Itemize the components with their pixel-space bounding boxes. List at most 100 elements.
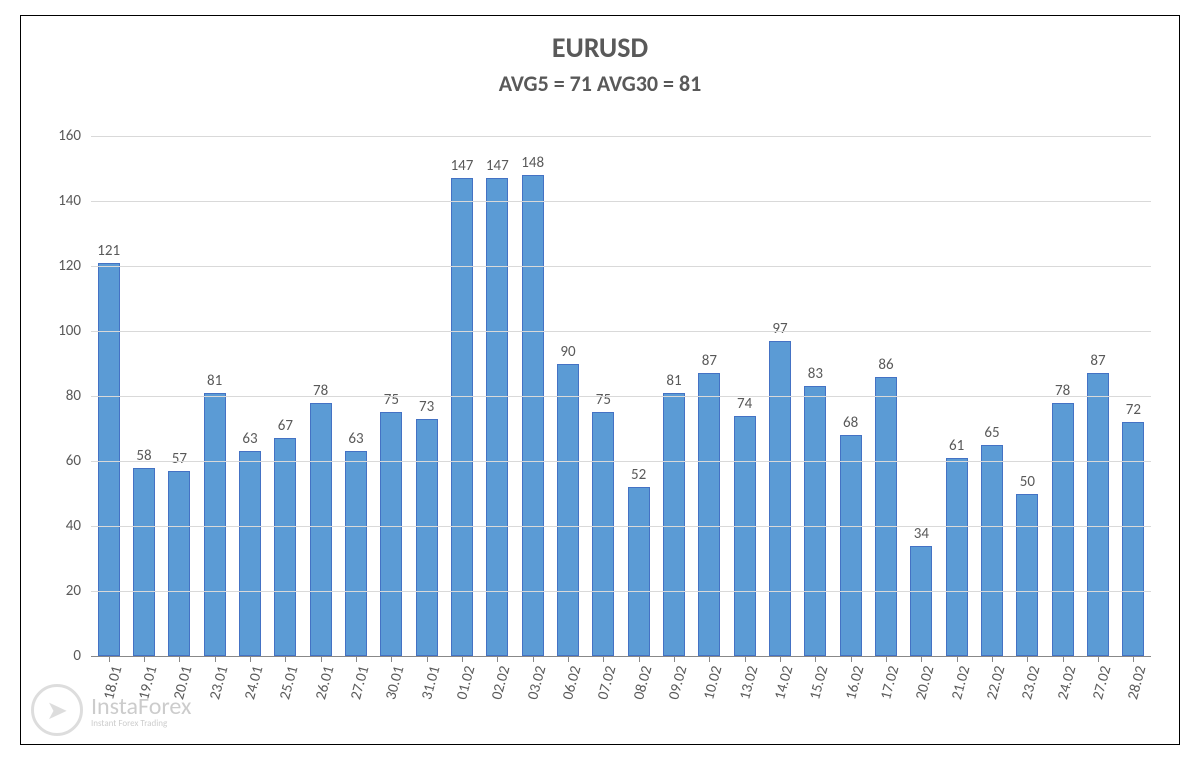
bar: 52	[628, 487, 650, 656]
bar-value-label: 148	[521, 154, 544, 172]
grid-line	[91, 461, 1151, 462]
y-axis-tick: 0	[73, 647, 81, 665]
bar-value-label: 87	[1090, 352, 1105, 370]
x-axis-label: 27.01	[347, 664, 373, 702]
y-axis-tick: 20	[66, 582, 81, 600]
x-tick-mark	[1133, 656, 1134, 662]
grid-line	[91, 331, 1151, 332]
x-axis-label: 23.01	[206, 664, 232, 702]
chart-title: EURUSD	[21, 30, 1179, 65]
x-tick-mark	[321, 656, 322, 662]
x-axis-label: 25.01	[276, 664, 302, 702]
x-tick-mark	[674, 656, 675, 662]
chart-subtitle: AVG5 = 71 AVG30 = 81	[21, 70, 1179, 97]
x-axis-label: 08.02	[630, 664, 656, 702]
x-axis-label: 16.02	[842, 664, 868, 702]
x-axis-label: 24.01	[241, 664, 267, 702]
x-axis-label: 15.02	[806, 664, 832, 702]
x-tick-mark	[603, 656, 604, 662]
grid-line	[91, 591, 1151, 592]
x-axis-label: 06.02	[559, 664, 585, 702]
y-axis-tick: 160	[58, 127, 81, 145]
bar: 72	[1122, 422, 1144, 656]
bar-value-label: 81	[207, 372, 222, 390]
x-axis-label: 31.01	[418, 664, 444, 702]
bar: 58	[133, 468, 155, 657]
bar: 68	[840, 435, 862, 656]
x-axis-label: 01.02	[453, 664, 479, 702]
x-tick-mark	[285, 656, 286, 662]
x-axis-label: 14.02	[771, 664, 797, 702]
bar: 73	[416, 419, 438, 656]
chart-frame: EURUSD AVG5 = 71 AVG30 = 81 121585781636…	[20, 15, 1180, 745]
bar-value-label: 67	[278, 417, 293, 435]
bar-value-label: 74	[737, 395, 752, 413]
x-axis-label: 30.01	[382, 664, 408, 702]
bar-value-label: 65	[984, 424, 999, 442]
x-tick-mark	[533, 656, 534, 662]
bar: 74	[734, 416, 756, 657]
x-tick-mark	[815, 656, 816, 662]
x-axis-label: 13.02	[736, 664, 762, 702]
grid-line	[91, 266, 1151, 267]
bar-value-label: 83	[808, 365, 823, 383]
x-tick-mark	[851, 656, 852, 662]
x-tick-mark	[462, 656, 463, 662]
arrow-icon: ➤	[46, 697, 68, 723]
grid-line	[91, 396, 1151, 397]
x-axis-label: 22.02	[983, 664, 1009, 702]
bar: 86	[875, 377, 897, 657]
y-axis-tick: 40	[66, 517, 81, 535]
x-tick-mark	[144, 656, 145, 662]
bar-value-label: 68	[843, 414, 858, 432]
x-axis-label: 21.02	[948, 664, 974, 702]
bar-value-label: 147	[451, 157, 474, 175]
x-tick-mark	[179, 656, 180, 662]
bar: 50	[1016, 494, 1038, 657]
bar: 63	[239, 451, 261, 656]
grid-line	[91, 201, 1151, 202]
x-axis-label: 03.02	[524, 664, 550, 702]
bar: 78	[310, 403, 332, 657]
bar: 81	[663, 393, 685, 656]
bar-value-label: 75	[596, 391, 611, 409]
x-tick-mark	[709, 656, 710, 662]
bar-value-label: 147	[486, 157, 509, 175]
x-axis-label: 20.02	[912, 664, 938, 702]
bar-value-label: 61	[949, 437, 964, 455]
x-axis-label: 02.02	[488, 664, 514, 702]
watermark-icon: ➤	[31, 684, 83, 736]
bar-value-label: 121	[97, 242, 120, 260]
bar: 63	[345, 451, 367, 656]
bar: 61	[946, 458, 968, 656]
bar-value-label: 75	[384, 391, 399, 409]
bar: 75	[592, 412, 614, 656]
bar: 121	[98, 263, 120, 656]
x-tick-mark	[497, 656, 498, 662]
bar-value-label: 34	[914, 525, 929, 543]
bar: 75	[380, 412, 402, 656]
x-tick-mark	[957, 656, 958, 662]
x-tick-mark	[568, 656, 569, 662]
bar: 87	[698, 373, 720, 656]
x-axis-label: 27.02	[1089, 664, 1115, 702]
x-tick-mark	[391, 656, 392, 662]
x-axis-label: 17.02	[877, 664, 903, 702]
plot-area: 1215857816367786375731471471489075528187…	[91, 136, 1151, 656]
x-tick-mark	[250, 656, 251, 662]
bar-value-label: 50	[1020, 473, 1035, 491]
x-tick-mark	[427, 656, 428, 662]
bar: 65	[981, 445, 1003, 656]
bar-value-label: 72	[1126, 401, 1141, 419]
y-axis-tick: 120	[58, 257, 81, 275]
x-tick-mark	[886, 656, 887, 662]
x-tick-mark	[921, 656, 922, 662]
bar: 78	[1052, 403, 1074, 657]
bar-value-label: 87	[702, 352, 717, 370]
x-tick-mark	[745, 656, 746, 662]
bar: 34	[910, 546, 932, 657]
bar-value-label: 52	[631, 466, 646, 484]
grid-line	[91, 526, 1151, 527]
bar: 83	[804, 386, 826, 656]
bar-value-label: 63	[242, 430, 257, 448]
